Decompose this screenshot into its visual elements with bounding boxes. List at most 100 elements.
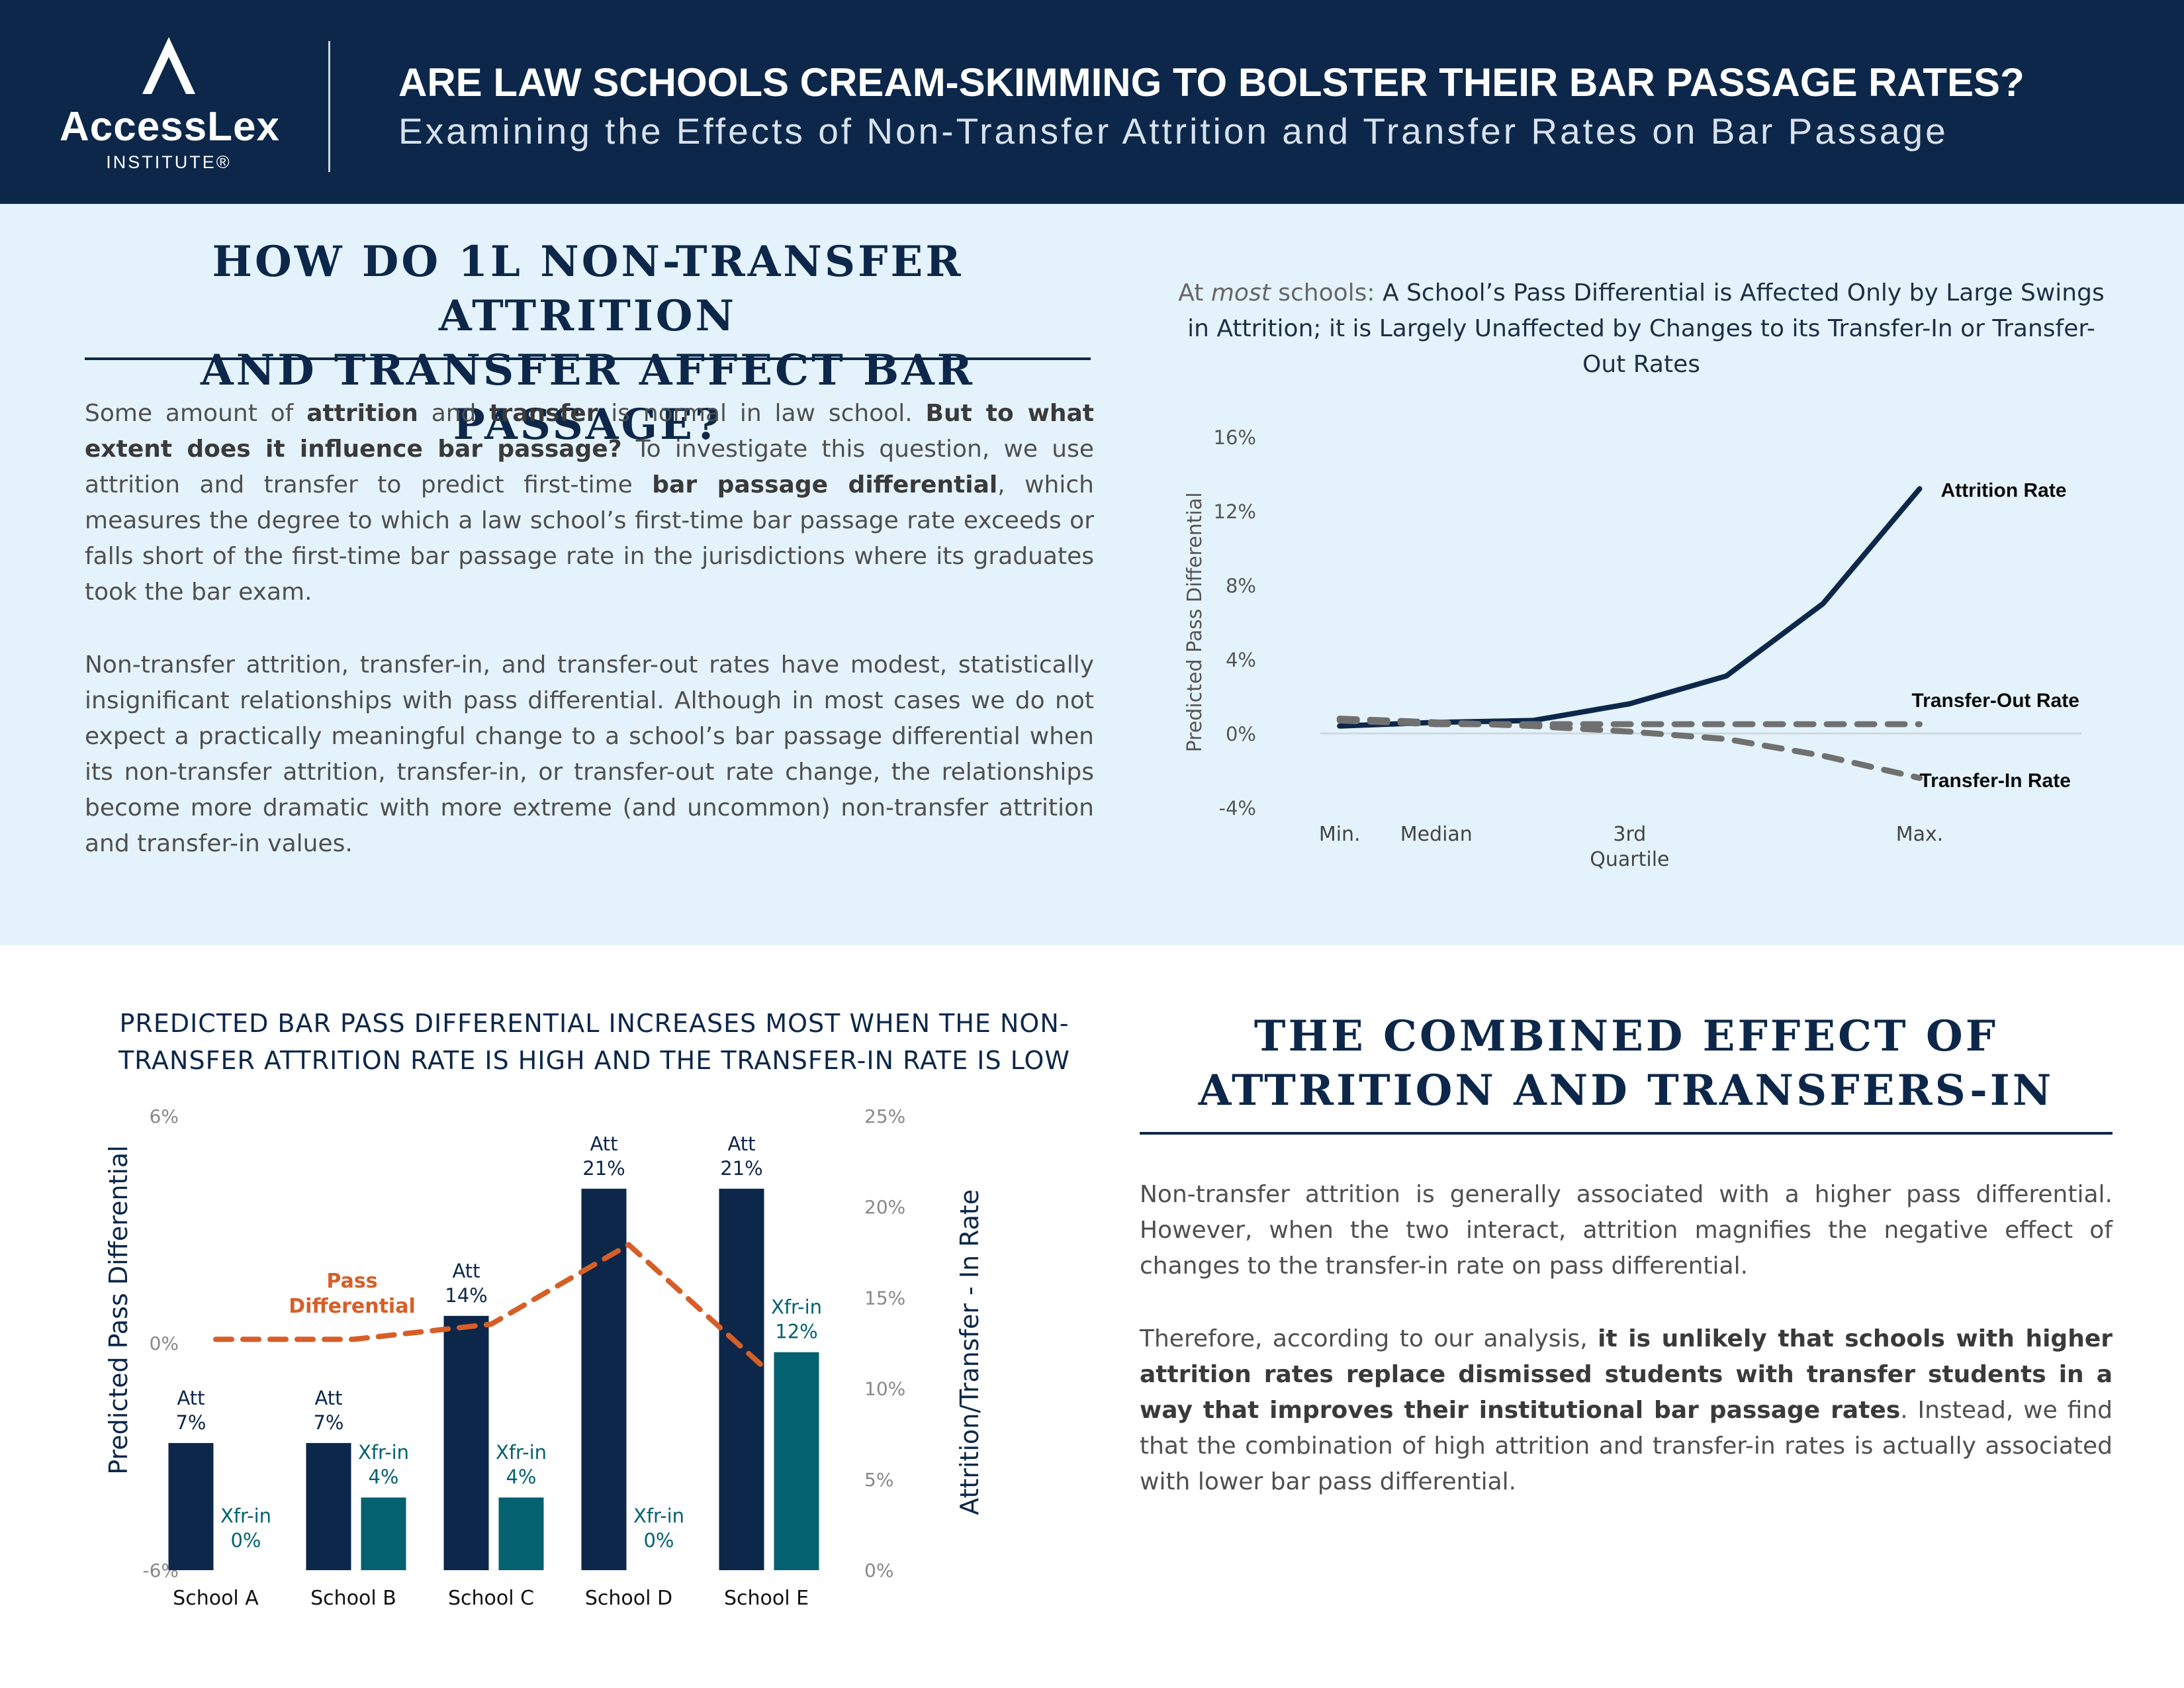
section1-heading: HOW DO 1L NON-TRANSFER ATTRITION AND TRA… [85, 235, 1091, 452]
x-tick-label: Quartile [1590, 848, 1669, 871]
category-label: School B [310, 1587, 396, 1610]
accesslex-logo: AccessLex INSTITUTE® [60, 37, 281, 176]
series-label: Attrition Rate [1941, 479, 2067, 501]
right-y-tick-label: 20% [864, 1196, 905, 1218]
chart1-title-main: A School’s Pass Differential is Affected… [1187, 279, 2105, 378]
section1-rule [85, 357, 1091, 360]
run: But to what extent does it influence bar… [85, 400, 1094, 463]
pass-differential-label: Pass [326, 1270, 377, 1293]
chart1-title-prefix2: schools: [1270, 279, 1375, 306]
run: and [418, 400, 490, 427]
transfer-in-bar [498, 1497, 544, 1570]
run: To investigate this question, we use att… [85, 436, 1094, 498]
transfer-in-bar-label-value: 0% [643, 1529, 674, 1552]
attrition-bar [168, 1442, 214, 1570]
category-label: School A [173, 1587, 259, 1610]
left-y-tick-label: 6% [150, 1105, 179, 1127]
series-line-2 [1336, 716, 1923, 781]
section2-paragraph-1: Non-transfer attrition is generally asso… [1140, 1181, 2113, 1280]
section1-heading-line1: HOW DO 1L NON-TRANSFER ATTRITION [212, 237, 964, 341]
top-section-background [0, 204, 2184, 945]
x-tick-label: Min. [1319, 823, 1361, 846]
transfer-in-bar-label-value: 0% [230, 1529, 261, 1552]
logo-subtitle: INSTITUTE® [106, 152, 232, 172]
attrition-bar-label-value: 7% [313, 1411, 343, 1434]
transfer-in-bar-label-name: Xfr-in [496, 1441, 547, 1464]
transfer-in-bar-label-name: Xfr-in [220, 1505, 271, 1527]
attrition-bar-label-value: 14% [445, 1284, 487, 1307]
left-y-tick-label: 0% [150, 1333, 179, 1354]
attrition-bar-label-value: 21% [582, 1157, 625, 1180]
attrition-bar-label-name: Att [177, 1387, 205, 1409]
transfer-in-bar [361, 1497, 406, 1570]
page-subtitle: Examining the Effects of Non-Transfer At… [398, 111, 1948, 152]
y-tick-label: 4% [1226, 649, 1256, 671]
y-tick-label: -4% [1219, 797, 1256, 820]
transfer-in-bar-label-name: Xfr-in [771, 1296, 822, 1319]
bar-chart: 6%0%-6%Predicted Pass Differential25%20%… [104, 1105, 984, 1610]
attrition-bar-label-name: Att [314, 1387, 342, 1409]
y-tick-label: 12% [1214, 500, 1256, 523]
run: it is unlikely that schools with higher … [1140, 1325, 2113, 1424]
attrition-bar [306, 1442, 351, 1570]
logo-name: AccessLex [60, 104, 281, 150]
attrition-bar-label-name: Att [590, 1133, 617, 1155]
run: transfer [489, 400, 598, 427]
run: , which measures the degree to which a l… [85, 471, 1094, 606]
right-y-tick-label: 0% [864, 1560, 893, 1581]
run: Some amount of [85, 400, 307, 427]
page-title: ARE LAW SCHOOLS CREAM-SKIMMING TO BOLSTE… [398, 60, 2025, 105]
section2-heading-line1: THE COMBINED EFFECT OF [1253, 1011, 1999, 1061]
left-axis-label: Predicted Pass Differential [104, 1145, 133, 1475]
x-tick-label: 3rd [1613, 823, 1646, 846]
y-axis-label: Predicted Pass Differential [1183, 492, 1206, 753]
section1-paragraph-1: Some amount of attrition and transfer is… [85, 396, 1094, 610]
transfer-in-bar-label-name: Xfr-in [633, 1505, 684, 1527]
line-chart: -4% 0% 4% 8% 12% 16% Predicted Pass Differenti… [1183, 426, 2081, 871]
header-divider [328, 41, 330, 172]
series-line-0 [1337, 486, 1923, 729]
attrition-bar [719, 1188, 764, 1570]
attrition-bar-label-value: 21% [720, 1157, 762, 1180]
section1-paragraph-2: Non-transfer attrition, transfer-in, and… [85, 651, 1094, 857]
section2-heading: THE COMBINED EFFECT OF ATTRITION AND TRA… [1140, 1009, 2113, 1118]
section2-heading-line2: ATTRITION AND TRANSFERS-IN [1198, 1066, 2054, 1115]
y-tick-label: 16% [1214, 426, 1256, 449]
chart2-title: PREDICTED BAR PASS DIFFERENTIAL INCREASE… [118, 1009, 1071, 1075]
series-label: Transfer-In Rate [1920, 770, 2071, 792]
run: is normal in law school. [598, 400, 926, 427]
header-banner: AccessLex INSTITUTE® ARE LAW SCHOOLS CRE… [0, 0, 2184, 204]
transfer-in-bar-label-value: 4% [506, 1466, 536, 1488]
x-tick-label: Max. [1896, 823, 1944, 846]
pass-differential-label: Differential [289, 1295, 415, 1318]
right-y-tick-label: 5% [864, 1469, 893, 1491]
attrition-bar [581, 1188, 627, 1570]
transfer-in-bar [774, 1352, 819, 1570]
section2-rule [1140, 1132, 2113, 1135]
category-label: School E [724, 1587, 809, 1610]
right-y-tick-label: 10% [864, 1378, 905, 1400]
chart1-title: At most schools: A School’s Pass Differe… [1171, 275, 2111, 383]
run: attrition [306, 400, 418, 427]
y-tick-label: 0% [1226, 723, 1256, 745]
category-label: School C [448, 1587, 534, 1610]
attrition-bar-label-name: Att [452, 1260, 480, 1282]
section2-paragraph-2: Therefore, according to our analysis, it… [1140, 1321, 2113, 1500]
attrition-bar [443, 1315, 489, 1570]
y-tick-label: 8% [1226, 575, 1256, 597]
chart1-title-prefix: At [1178, 279, 1211, 306]
transfer-in-bar-label-name: Xfr-in [358, 1441, 409, 1464]
section1-heading-line2: AND TRANSFER AFFECT BAR PASSAGE? [201, 346, 975, 449]
attrition-bar-label-value: 7% [175, 1411, 206, 1434]
transfer-in-bar-label-value: 4% [368, 1466, 398, 1488]
series-label: Transfer-Out Rate [1912, 690, 2079, 712]
run: . Instead, we find that the combination … [1140, 1397, 2113, 1495]
x-tick-label: Median [1400, 823, 1473, 846]
right-y-tick-label: 15% [864, 1287, 905, 1309]
run: Therefore, according to our analysis, [1140, 1325, 1598, 1352]
run: bar passage differential [652, 471, 998, 498]
chart1-title-em: most [1210, 279, 1271, 306]
attrition-bar-label-name: Att [727, 1133, 755, 1155]
category-label: School D [585, 1587, 672, 1610]
right-y-tick-label: 25% [864, 1105, 905, 1127]
